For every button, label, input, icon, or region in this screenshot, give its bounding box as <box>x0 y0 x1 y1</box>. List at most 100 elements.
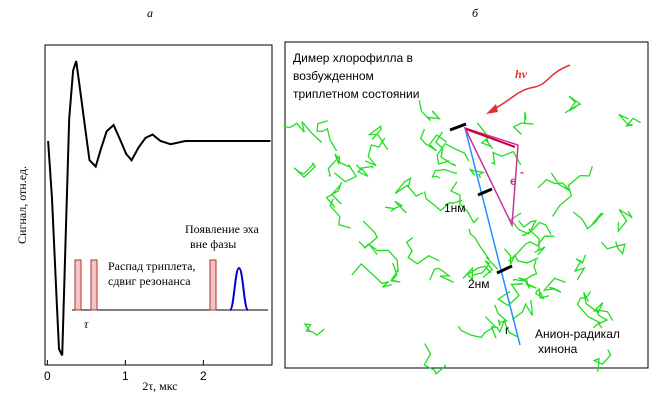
bond <box>564 95 582 114</box>
annotation: Появление эха <box>185 222 259 236</box>
signal-trace <box>47 60 271 356</box>
bond <box>528 228 546 256</box>
bond <box>327 153 340 177</box>
bond <box>572 211 604 230</box>
x-axis-label: 2τ, мкс <box>142 379 177 393</box>
annotation: Распад триплета, <box>108 259 195 273</box>
bond <box>617 208 633 233</box>
bond <box>512 259 538 282</box>
bond <box>419 128 448 152</box>
electron-charge: - <box>520 165 524 179</box>
bond <box>592 349 612 372</box>
bond <box>423 191 463 212</box>
bond <box>595 309 614 329</box>
bond <box>325 181 343 209</box>
photon-wave <box>491 64 571 111</box>
bond <box>457 316 497 339</box>
photon-arrowhead <box>486 104 498 114</box>
pulse-label: τ <box>84 317 89 331</box>
bond <box>512 299 533 320</box>
bond <box>494 304 509 326</box>
bond <box>518 277 537 289</box>
bond <box>509 212 552 235</box>
transfer-arrow <box>465 128 516 148</box>
bond <box>293 162 317 178</box>
r-label: r <box>505 323 509 337</box>
bond <box>476 122 494 150</box>
bond <box>351 263 392 288</box>
electron-path <box>463 126 519 228</box>
distance-label: 1нм <box>444 201 466 215</box>
diagram-title: триплетном состоянии <box>293 87 419 101</box>
x-tick-label: 0 <box>44 369 51 383</box>
x-tick-label: 1 <box>122 369 129 383</box>
y-axis-label: Сигнал, отн.ед. <box>15 166 29 244</box>
bond <box>450 181 479 224</box>
bond <box>551 166 593 217</box>
bond <box>283 121 323 144</box>
diagram-frame <box>284 41 649 369</box>
panel-label: а <box>147 6 153 20</box>
pulse-diagram: τ Распад триплета, сдвиг резонанса Появл… <box>72 222 268 331</box>
bond <box>365 137 386 167</box>
quinone-label: хинона <box>538 342 578 356</box>
x-tick-label: 2 <box>200 369 207 383</box>
marker <box>477 187 493 197</box>
bond <box>385 200 407 214</box>
bond <box>435 131 457 167</box>
diagram-title: возбужденном <box>293 69 374 83</box>
bond <box>490 319 518 339</box>
pulse <box>90 259 98 311</box>
bond <box>418 100 442 121</box>
bond <box>429 267 454 284</box>
annotation: вне фазы <box>190 237 236 251</box>
bond <box>469 168 486 179</box>
bond <box>503 248 539 265</box>
bond <box>512 111 534 135</box>
distance-line <box>464 127 521 346</box>
bond <box>329 198 351 229</box>
quinone-label: Анион-радикал <box>535 327 620 341</box>
photon-label: hν <box>515 67 528 81</box>
bond <box>334 155 358 183</box>
distance-label: 2нм <box>468 277 490 291</box>
bond <box>303 323 325 337</box>
bond <box>367 125 389 151</box>
bond <box>491 150 522 166</box>
bond <box>534 287 549 300</box>
bond <box>537 172 571 192</box>
plot-frame <box>44 44 273 366</box>
marker <box>496 264 513 275</box>
molecule <box>283 95 641 375</box>
bond <box>542 277 566 293</box>
bond <box>436 142 470 165</box>
bond <box>423 343 447 375</box>
electron-label: e <box>510 174 517 188</box>
marker <box>449 122 467 132</box>
annotation: сдвиг резонанса <box>108 274 191 288</box>
bond <box>405 237 440 265</box>
diagram-title: Димер хлорофилла в <box>293 51 413 65</box>
bond <box>518 219 537 237</box>
bond <box>462 265 492 282</box>
bond <box>468 228 499 270</box>
bond <box>471 260 494 278</box>
bond <box>507 235 555 262</box>
bond <box>355 164 374 177</box>
bond <box>497 283 523 307</box>
bond <box>316 120 338 152</box>
bond <box>358 241 399 273</box>
echo <box>229 266 249 311</box>
bond <box>618 113 641 127</box>
bond <box>583 291 604 314</box>
pulse <box>74 259 82 311</box>
bond <box>394 176 424 197</box>
pulse <box>209 259 217 311</box>
panel-label: б <box>472 6 479 20</box>
bond <box>389 262 401 283</box>
bond <box>573 254 587 281</box>
bond <box>431 168 458 179</box>
bond <box>600 241 626 256</box>
